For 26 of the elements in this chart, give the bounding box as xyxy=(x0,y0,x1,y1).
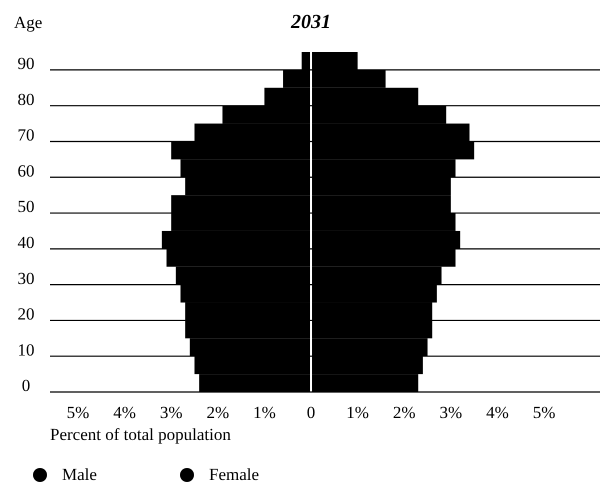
x-tick-label: 0 xyxy=(306,403,316,422)
y-tick-label: 60 xyxy=(18,161,34,180)
y-tick-label: 50 xyxy=(18,197,34,216)
legend-label: Female xyxy=(209,465,260,484)
y-tick-label: 10 xyxy=(18,340,34,360)
y-tick-label: 80 xyxy=(18,90,34,109)
x-tick-label: 4% xyxy=(486,403,509,422)
y-tick-label: 70 xyxy=(18,126,34,145)
x-tick-label: 1% xyxy=(253,403,276,422)
y-tick-label: 40 xyxy=(18,232,34,252)
x-tick-label: 3% xyxy=(440,403,462,422)
y-tick-label: 0 xyxy=(22,376,30,396)
chart-title: 2031 xyxy=(290,11,332,33)
x-tick-label: 3% xyxy=(160,403,183,422)
x-tick-label: 2% xyxy=(392,403,416,422)
y-tick-label: 30 xyxy=(18,268,34,288)
x-tick-label: 4% xyxy=(113,403,136,422)
legend-label: Male xyxy=(62,465,97,484)
y-axis-title: Age xyxy=(14,13,42,32)
y-tick-label: 90 xyxy=(18,54,34,74)
x-tick-label: 5% xyxy=(66,403,90,422)
x-tick-label: 1% xyxy=(346,403,369,422)
x-axis-title: Percent of total population xyxy=(50,425,232,444)
y-tick-label: 20 xyxy=(18,304,34,324)
x-tick-label: 5% xyxy=(532,403,556,422)
x-tick-label: 2% xyxy=(206,403,230,422)
